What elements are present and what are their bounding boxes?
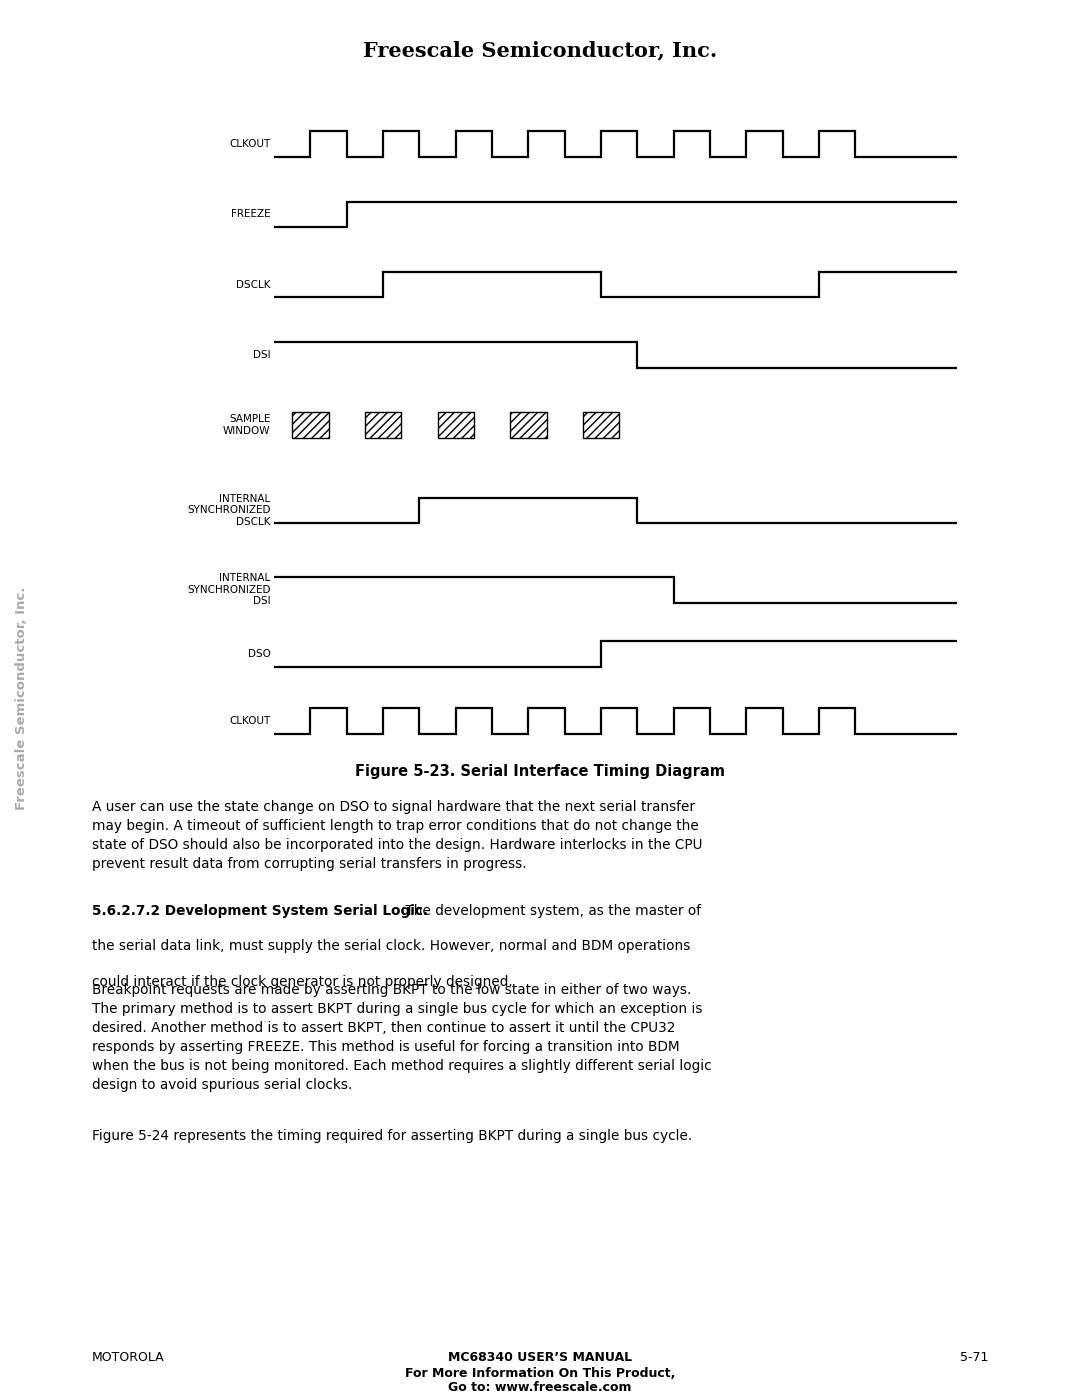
Text: INTERNAL
SYNCHRONIZED
DSI: INTERNAL SYNCHRONIZED DSI xyxy=(187,573,270,606)
Text: INTERNAL
SYNCHRONIZED
DSCLK: INTERNAL SYNCHRONIZED DSCLK xyxy=(187,495,270,527)
Text: CLKOUT: CLKOUT xyxy=(229,140,270,149)
Text: DSO: DSO xyxy=(247,650,270,659)
Text: For More Information On This Product,: For More Information On This Product, xyxy=(405,1366,675,1380)
Text: Go to: www.freescale.com: Go to: www.freescale.com xyxy=(448,1380,632,1394)
Bar xyxy=(510,412,546,437)
Text: CLKOUT: CLKOUT xyxy=(229,717,270,726)
Text: DSCLK: DSCLK xyxy=(237,279,270,289)
Text: MOTOROLA: MOTOROLA xyxy=(92,1351,164,1365)
Text: MC68340 USER’S MANUAL: MC68340 USER’S MANUAL xyxy=(448,1351,632,1365)
Text: Freescale Semiconductor, Inc.: Freescale Semiconductor, Inc. xyxy=(363,41,717,60)
Text: the serial data link, must supply the serial clock. However, normal and BDM oper: the serial data link, must supply the se… xyxy=(92,939,690,953)
Text: Breakpoint requests are made by asserting BKPT to the low state in either of two: Breakpoint requests are made by assertin… xyxy=(92,983,712,1092)
Text: Figure 5-24 represents the timing required for asserting BKPT during a single bu: Figure 5-24 represents the timing requir… xyxy=(92,1129,692,1143)
Text: DSI: DSI xyxy=(253,349,270,360)
Bar xyxy=(293,412,328,437)
Text: Figure 5-23. Serial Interface Timing Diagram: Figure 5-23. Serial Interface Timing Dia… xyxy=(355,764,725,778)
Text: 5-71: 5-71 xyxy=(960,1351,988,1365)
Text: SAMPLE
WINDOW: SAMPLE WINDOW xyxy=(222,415,270,436)
Bar xyxy=(583,412,619,437)
Text: Freescale Semiconductor, Inc.: Freescale Semiconductor, Inc. xyxy=(15,587,28,810)
Text: A user can use the state change on DSO to signal hardware that the next serial t: A user can use the state change on DSO t… xyxy=(92,800,702,872)
Text: FREEZE: FREEZE xyxy=(231,210,270,219)
Text: 5.6.2.7.2 Development System Serial Logic.: 5.6.2.7.2 Development System Serial Logi… xyxy=(92,904,428,918)
Text: The development system, as the master of: The development system, as the master of xyxy=(401,904,701,918)
Text: could interact if the clock generator is not properly designed.: could interact if the clock generator is… xyxy=(92,975,513,989)
Bar xyxy=(365,412,402,437)
Bar xyxy=(437,412,474,437)
